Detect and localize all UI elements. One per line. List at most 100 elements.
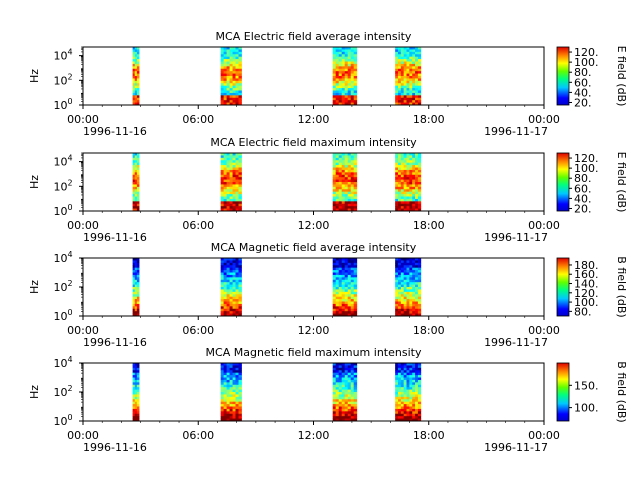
spectrogram-cell: [220, 411, 225, 415]
spectrogram-cell: [226, 399, 230, 403]
colorbar-gradient: [556, 46, 570, 106]
spectrogram-cell: [229, 267, 233, 271]
spectrogram-cell: [220, 78, 225, 82]
spectrogram-cell: [132, 80, 136, 84]
spectrogram-cell: [344, 179, 349, 183]
spectrogram-cell: [409, 274, 413, 278]
spectrogram-cell: [400, 382, 405, 386]
spectrogram-cell: [220, 100, 225, 103]
spectrogram-cell: [397, 95, 402, 99]
x-tick-label: 00:00: [67, 219, 99, 232]
spectrogram-cell: [332, 299, 337, 302]
spectrogram-cell: [409, 206, 413, 209]
spectrogram-cell: [400, 78, 405, 82]
spectrogram-cell: [341, 382, 346, 386]
spectrogram-cell: [406, 177, 410, 180]
spectrogram-cell: [409, 191, 413, 195]
spectrogram-cell: [229, 291, 233, 295]
spectrogram-cell: [229, 372, 233, 376]
spectrogram-cell: [395, 83, 399, 87]
colorbar-tick-label: 160.: [574, 268, 599, 281]
spectrogram-cell: [344, 296, 349, 300]
spectrogram-cell: [417, 313, 422, 317]
spectrogram-cell: [332, 54, 337, 58]
colorbar-gradient: [556, 362, 570, 422]
spectrogram-cell: [395, 174, 399, 178]
spectrogram-cell: [341, 308, 346, 312]
spectrogram-cell: [235, 258, 239, 261]
spectrogram-cell: [409, 201, 413, 205]
spectrogram-cell: [412, 365, 416, 369]
spectrogram-cell: [397, 413, 402, 417]
plot-frame: [82, 257, 545, 317]
spectrogram-cell: [335, 63, 340, 67]
spectrogram-cell: [395, 413, 399, 417]
spectrogram-cell: [332, 196, 337, 200]
spectrogram-cell: [220, 184, 225, 188]
spectrogram-cell: [350, 265, 355, 269]
spectrogram-cell: [350, 296, 355, 300]
spectrogram-cell: [403, 382, 407, 386]
spectrogram-cell: [406, 172, 410, 176]
spectrogram-cell: [417, 182, 422, 185]
spectrogram-cell: [397, 66, 402, 70]
spectrogram-cell: [347, 277, 352, 281]
spectrogram-cell: [417, 387, 422, 390]
spectrogram-cell: [232, 294, 236, 298]
spectrogram-cell: [136, 416, 140, 419]
spectrogram-cell: [335, 408, 340, 412]
spectrogram-cell: [344, 272, 349, 276]
colorbar-tick-label: 120.: [574, 287, 599, 300]
spectrogram-cell: [232, 274, 236, 278]
spectrogram-cell: [341, 160, 346, 164]
spectrogram-cell: [338, 406, 343, 410]
spectrogram-cell: [350, 384, 355, 388]
spectrogram-cell: [344, 63, 349, 67]
spectrogram-cell: [232, 308, 236, 312]
spectrogram-cell: [353, 71, 358, 74]
spectrogram-cell: [220, 274, 225, 278]
spectrogram-cell: [412, 367, 416, 371]
spectrogram-cell: [335, 384, 340, 388]
spectrogram-cell: [229, 71, 233, 74]
spectrogram-cell: [353, 372, 358, 376]
spectrogram-cell: [232, 404, 236, 407]
spectrogram-cell: [132, 71, 136, 74]
spectrogram-cell: [412, 186, 416, 190]
spectrogram-cell: [134, 408, 138, 412]
spectrogram-cell: [409, 90, 413, 94]
spectrogram-cell: [232, 367, 236, 371]
spectrogram-cell: [403, 49, 407, 53]
spectrogram-cell: [403, 186, 407, 190]
spectrogram-cell: [338, 63, 343, 67]
spectrogram-cell: [406, 88, 410, 91]
spectrogram-cell: [403, 196, 407, 200]
spectrogram-cell: [412, 396, 416, 400]
spectrogram-cell: [344, 262, 349, 266]
spectrogram-cell: [332, 73, 337, 77]
spectrogram-cell: [400, 277, 405, 281]
spectrogram-cell: [409, 416, 413, 419]
spectrogram-cell: [344, 186, 349, 190]
spectrogram-cell: [353, 303, 358, 307]
spectrogram-cell: [347, 296, 352, 300]
spectrogram-cell: [132, 260, 136, 264]
spectrogram-cell: [223, 379, 227, 383]
colorbar-tick-label: 40.: [574, 192, 592, 205]
spectrogram-cell: [229, 387, 233, 390]
spectrogram-cell: [232, 201, 236, 205]
spectrogram-cell: [235, 78, 239, 82]
spectrogram-cell: [397, 90, 402, 94]
spectrogram-cell: [136, 201, 140, 205]
spectrogram-cell: [350, 392, 355, 395]
spectrogram-cell: [132, 394, 136, 398]
spectrogram-cell: [226, 172, 230, 176]
spectrogram-cell: [136, 78, 140, 82]
spectrogram-cell: [347, 377, 352, 381]
spectrogram-cell: [223, 387, 227, 390]
spectrogram-cell: [341, 365, 346, 369]
spectrogram-cell: [341, 92, 346, 96]
spectrogram-cell: [132, 413, 136, 417]
spectrogram-cell: [232, 191, 236, 195]
